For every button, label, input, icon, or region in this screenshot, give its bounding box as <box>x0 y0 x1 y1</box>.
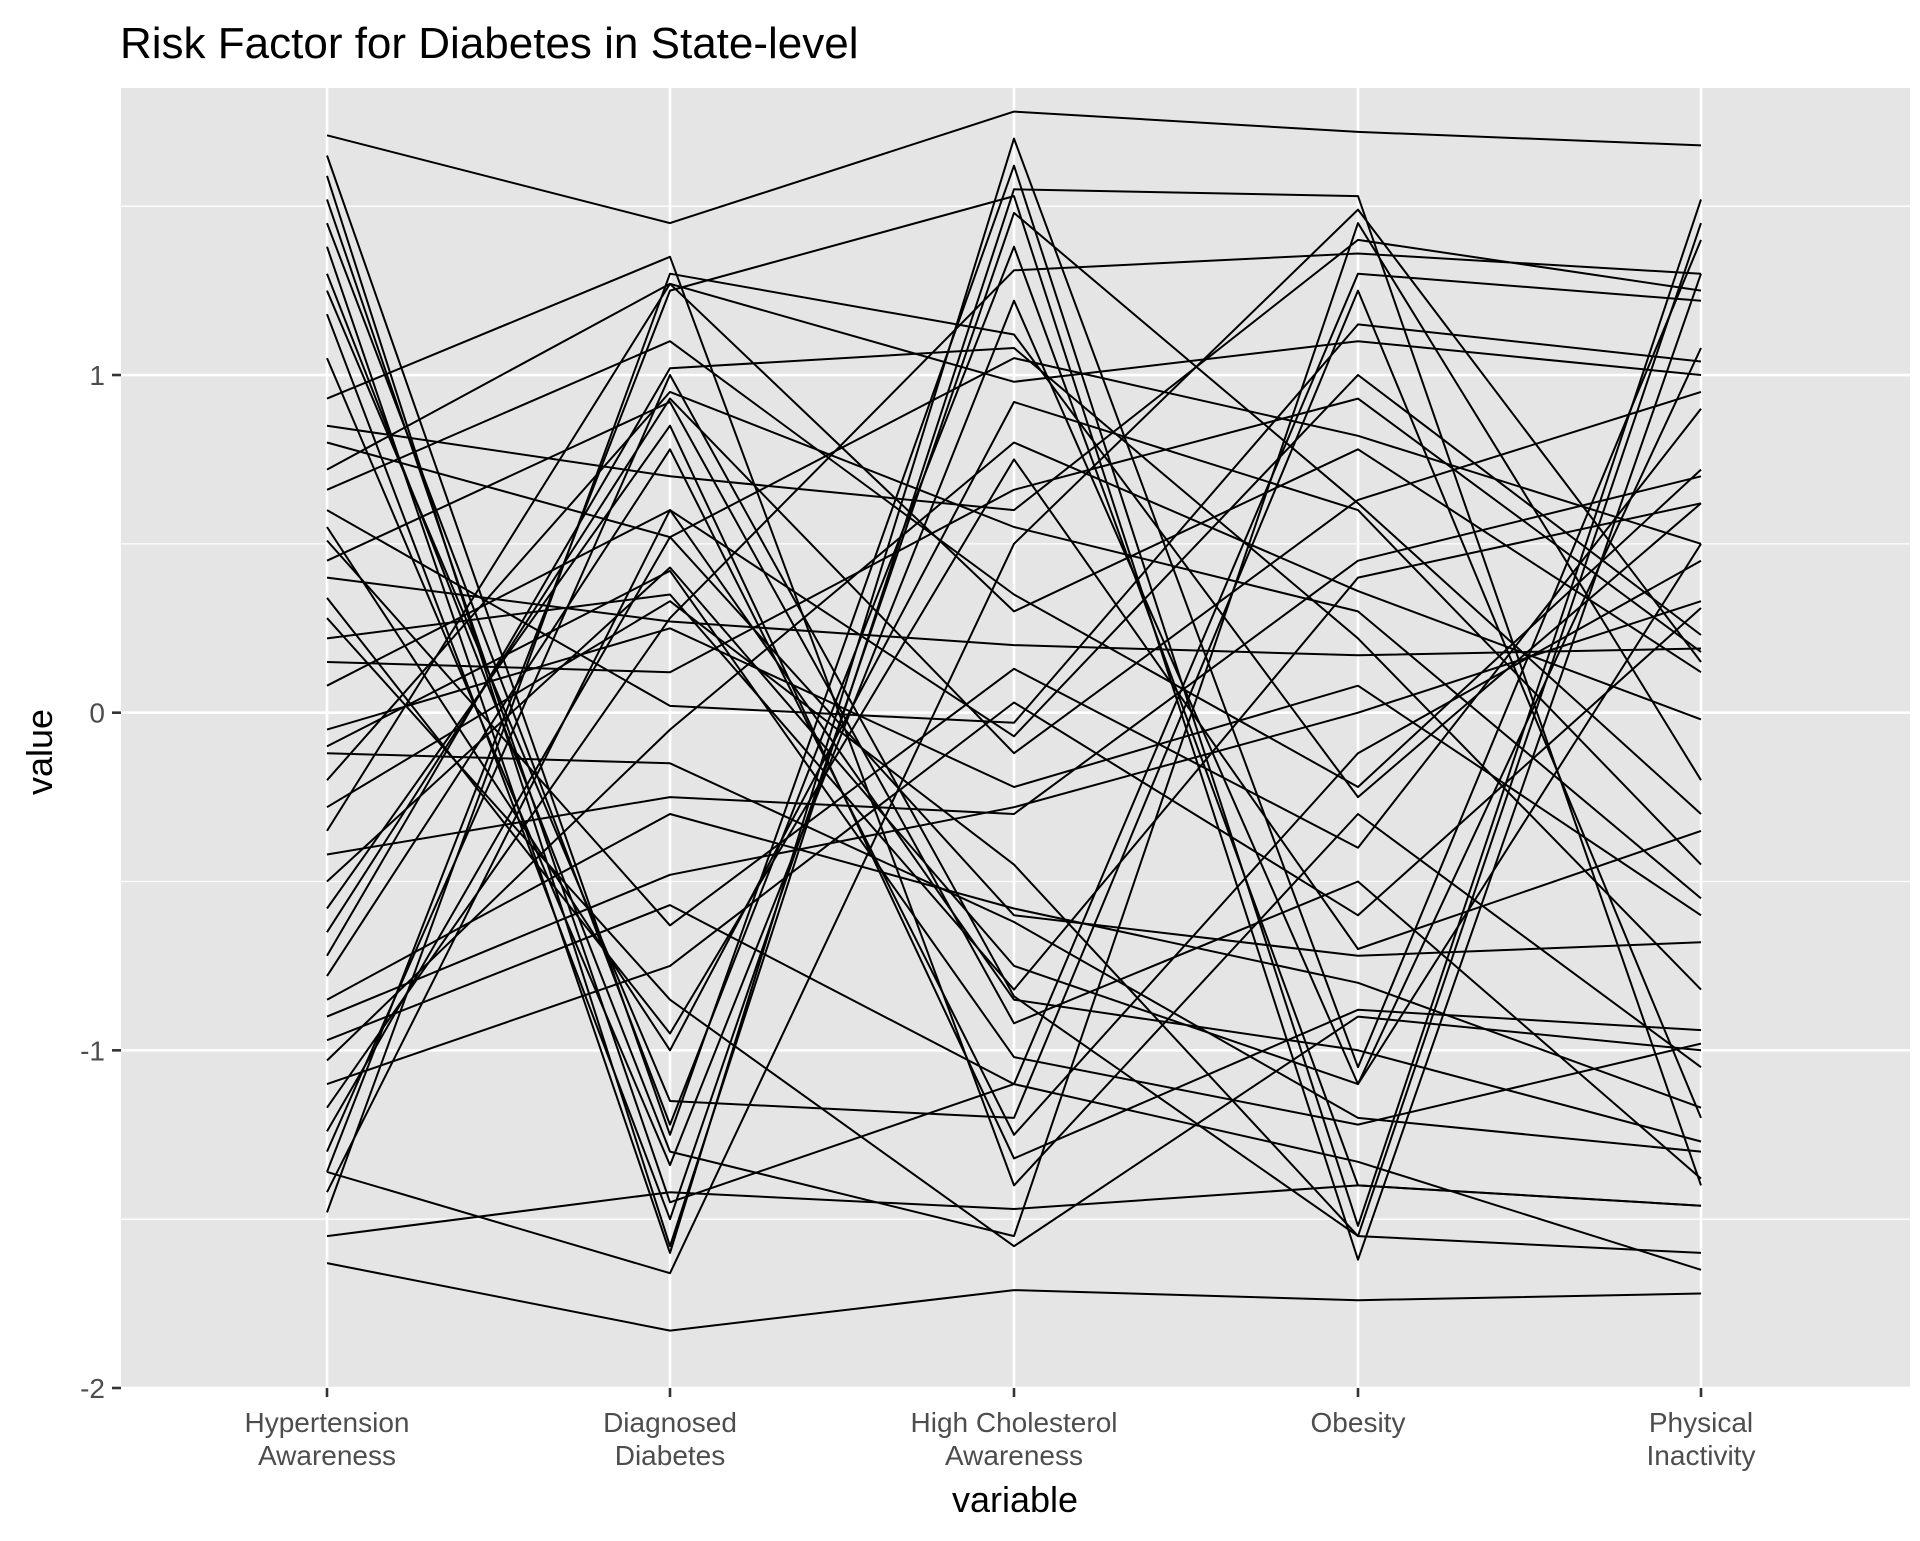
series-line-27 <box>326 752 1702 1153</box>
y-tick-label: -2 <box>80 1373 105 1404</box>
series-line-46 <box>326 509 1702 1193</box>
series-line-51 <box>326 408 1702 927</box>
series-line-3 <box>326 155 1702 1227</box>
series-line-35 <box>326 347 1702 991</box>
series-line-34 <box>326 390 1702 933</box>
y-tick-label: -1 <box>80 1035 105 1066</box>
y-tick-label: 0 <box>89 698 105 729</box>
series-line-29 <box>326 600 1702 1254</box>
x-tick-label: Obesity <box>1311 1407 1406 1438</box>
series-line-36 <box>326 448 1702 1136</box>
series-line-39 <box>326 904 1702 1271</box>
series-line-15 <box>326 282 1702 471</box>
series-line-40 <box>326 441 1702 1062</box>
x-tick-label: Physical Inactivity <box>1647 1407 1756 1471</box>
series-line-21 <box>326 458 1702 1035</box>
series-line-38 <box>326 600 1702 1018</box>
series-line-1 <box>326 110 1702 225</box>
grid-lines <box>121 88 1910 1390</box>
series-line-17 <box>326 323 1702 724</box>
series-line-26 <box>326 627 1702 917</box>
x-axis-title: variable <box>952 1479 1078 1520</box>
series-line-44 <box>326 222 1702 1238</box>
series-line-25 <box>326 374 1702 738</box>
series-line-37 <box>326 813 1702 1109</box>
series-line-16 <box>326 340 1702 788</box>
series-line-20 <box>326 576 1702 657</box>
series-line-22 <box>326 617 1702 1248</box>
series-line-13 <box>326 238 1702 512</box>
series-line-32 <box>326 543 1702 1086</box>
x-tick-label: Diagnosed Diabetes <box>603 1407 737 1471</box>
y-tick-label: 1 <box>89 360 105 391</box>
y-axis-title: value <box>19 709 60 795</box>
series-line-9 <box>326 289 1702 1119</box>
series-line-31 <box>326 475 1702 856</box>
series-line-2 <box>326 1262 1702 1332</box>
series-line-41 <box>326 607 1702 1086</box>
series-line-49 <box>326 208 1702 1275</box>
series-line-48 <box>326 1184 1702 1238</box>
series-line-8 <box>326 222 1702 1238</box>
series-line-28 <box>326 390 1702 900</box>
series-line-50 <box>326 569 1702 1126</box>
series-line-10 <box>326 211 1702 1221</box>
series-line-11 <box>326 299 1702 1167</box>
series-line-30 <box>326 282 1702 832</box>
x-tick-label: High Cholesterol Awareness <box>911 1407 1118 1471</box>
series-line-43 <box>326 536 1702 1132</box>
series-line-42 <box>326 252 1702 1109</box>
x-tick-label: Hypertension Awareness <box>245 1407 410 1471</box>
series-line-47 <box>326 272 1702 1213</box>
series-line-19 <box>326 401 1702 1180</box>
series-line-14 <box>326 357 1702 545</box>
series-line-23 <box>326 502 1702 991</box>
plot-panel <box>121 88 1910 1388</box>
axes: -2 -1 0 1 Hypertension Awareness Diagnosed Diab… <box>80 360 1755 1471</box>
series-lines <box>326 110 1702 1332</box>
chart-title: Risk Factor for Diabetes in State-level <box>120 19 859 68</box>
